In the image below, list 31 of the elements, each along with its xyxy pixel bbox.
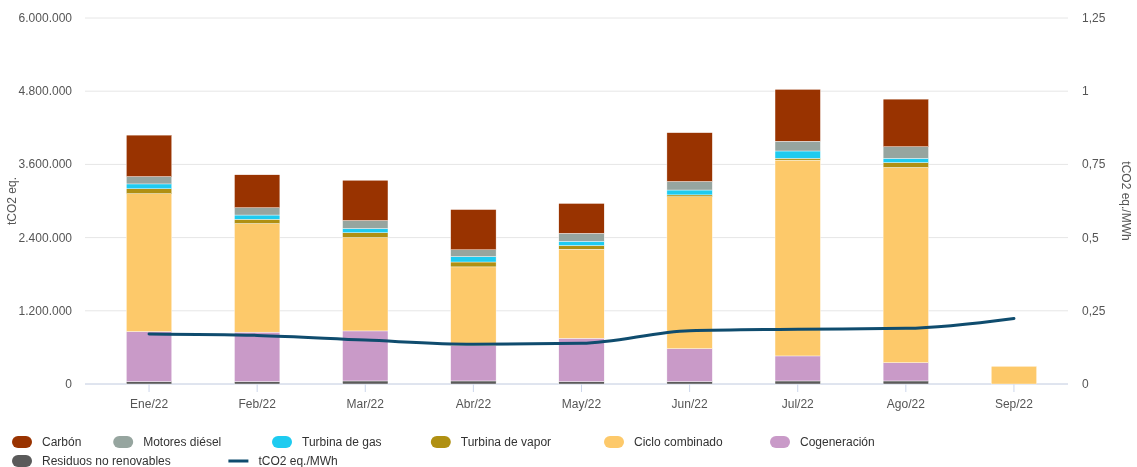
legend-label: Turbina de vapor — [460, 435, 552, 449]
y-tick-label: 1.200.000 — [18, 303, 73, 318]
y2-axis-title: tCO2 eq./MWh — [1119, 161, 1133, 241]
x-tick-label: Jul/22 — [781, 397, 815, 411]
x-tick-label: Sep/22 — [994, 397, 1034, 411]
legend-label: Residuos no renovables — [42, 454, 171, 467]
legend-label: Carbón — [42, 435, 82, 449]
legend-label: tCO2 eq./MWh — [258, 454, 338, 467]
legend-label: Ciclo combinado — [634, 435, 724, 449]
y-axis-title: tCO2 eq. — [5, 176, 19, 226]
y2-tick-label: 1,25 — [1082, 11, 1106, 25]
legend-label: Cogeneración — [800, 435, 875, 449]
x-tick-label: May/22 — [561, 397, 602, 411]
y2-tick-label: 1 — [1082, 84, 1089, 99]
y2-tick-label: 0,25 — [1082, 303, 1106, 318]
x-tick-label: Jun/22 — [671, 397, 708, 411]
y2-tick-label: 0 — [1082, 377, 1089, 391]
x-tick-label: Ene/22 — [130, 397, 169, 411]
x-tick-label: Abr/22 — [455, 397, 492, 411]
legend-label: Turbina de gas — [302, 435, 382, 449]
x-tick-label: Mar/22 — [346, 397, 385, 411]
legend-label: Motores diésel — [143, 435, 222, 449]
x-tick-label: Feb/22 — [238, 397, 277, 411]
y2-tick-label: 0,75 — [1082, 157, 1106, 172]
y2-tick-label: 0,5 — [1082, 230, 1100, 245]
x-tick-label: Ago/22 — [886, 397, 926, 411]
y-tick-label: 4.800.000 — [18, 84, 73, 99]
y-tick-label: 2.400.000 — [18, 230, 73, 245]
y-tick-label: 3.600.000 — [18, 157, 73, 172]
y-tick-label: 0 — [65, 377, 73, 391]
y-tick-label: 6.000.000 — [18, 11, 73, 25]
